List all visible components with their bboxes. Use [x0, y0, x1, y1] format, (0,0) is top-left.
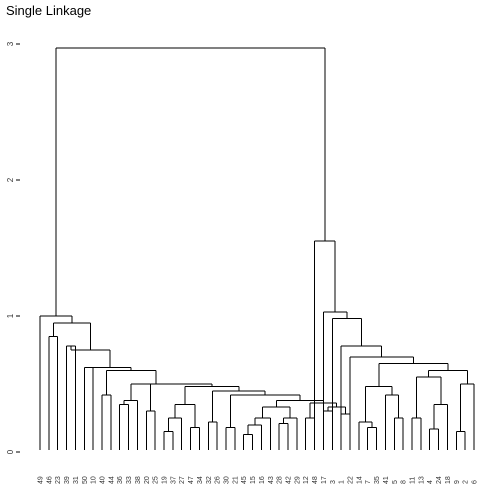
leaf-label: 10: [91, 476, 98, 484]
leaf-label: 9: [454, 480, 461, 484]
leaf-label: 5: [392, 480, 399, 484]
leaf-label: 6: [472, 480, 479, 484]
leaf-label: 1: [339, 480, 346, 484]
leaf-label: 16: [259, 476, 266, 484]
leaf-label: 35: [374, 476, 381, 484]
leaf-label: 15: [250, 476, 257, 484]
leaf-label: 38: [135, 476, 142, 484]
leaf-label: 46: [46, 476, 53, 484]
leaf-label: 27: [179, 476, 186, 484]
leaf-label: 19: [162, 476, 169, 484]
leaf-label: 25: [153, 476, 160, 484]
leaf-label: 18: [445, 476, 452, 484]
leaf-label: 20: [144, 476, 151, 484]
leaf-label: 50: [82, 476, 89, 484]
leaf-label: 23: [55, 476, 62, 484]
leaf-label: 29: [294, 476, 301, 484]
leaf-label: 30: [224, 476, 231, 484]
leaf-label: 34: [197, 476, 204, 484]
leaf-label: 17: [321, 476, 328, 484]
chart-title: Single Linkage: [6, 3, 91, 18]
y-tick-label: 2: [6, 177, 15, 182]
dendrogram-links: [39, 47, 475, 450]
leaf-label: 40: [100, 476, 107, 484]
leaf-label: 49: [38, 476, 45, 484]
leaf-label: 3: [330, 480, 337, 484]
leaf-label: 7: [365, 480, 372, 484]
leaf-label: 21: [232, 476, 239, 484]
y-tick-label: 0: [6, 449, 15, 454]
leaf-label: 36: [117, 476, 124, 484]
leaf-label: 2: [463, 480, 470, 484]
leaf-label: 41: [383, 476, 390, 484]
leaf-label: 28: [277, 476, 284, 484]
leaf-labels: 49 46 23 39 31 50 10 40 44 36 33 38 20 25 19 37 27 47 34 32…: [38, 476, 479, 484]
leaf-label: 32: [206, 476, 213, 484]
leaf-label: 48: [312, 476, 319, 484]
leaf-label: 39: [64, 476, 71, 484]
leaf-label: 33: [126, 476, 133, 484]
y-axis: 0 1 2 3: [6, 41, 20, 454]
y-tick-label: 3: [6, 41, 15, 46]
leaf-label: 26: [215, 476, 222, 484]
leaf-label: 8: [401, 480, 408, 484]
leaf-label: 44: [108, 476, 115, 484]
leaf-label: 43: [268, 476, 275, 484]
leaf-label: 47: [188, 476, 195, 484]
leaf-label: 37: [170, 476, 177, 484]
y-tick-label: 1: [6, 313, 15, 318]
leaf-label: 45: [241, 476, 248, 484]
leaf-label: 12: [303, 476, 310, 484]
leaf-label: 31: [73, 476, 80, 484]
leaf-label: 11: [410, 477, 417, 484]
leaf-label: 13: [418, 476, 425, 484]
leaf-label: 4: [427, 480, 434, 484]
leaf-label: 24: [436, 476, 443, 484]
leaf-label: 22: [348, 476, 355, 484]
leaf-label: 42: [286, 476, 293, 484]
leaf-label: 14: [356, 476, 363, 484]
